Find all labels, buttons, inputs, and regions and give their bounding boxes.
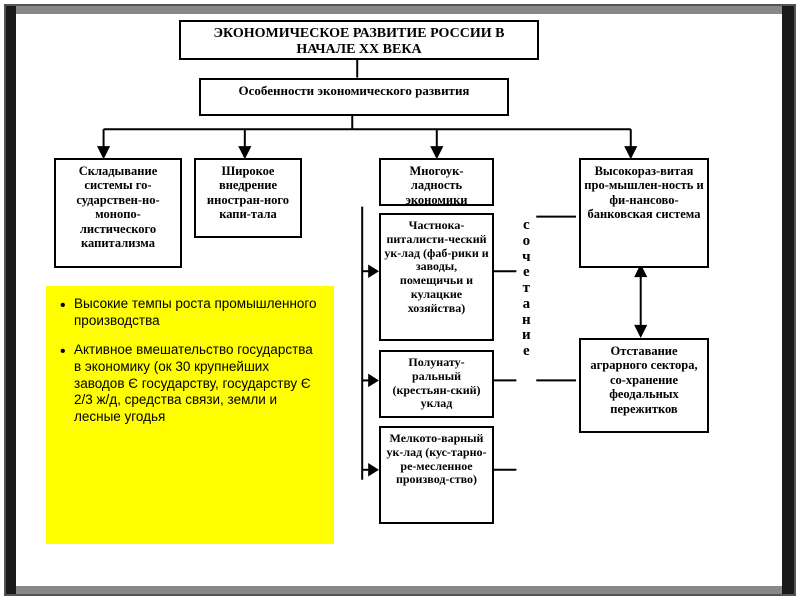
col3-b-box: Полунату-ральный (крестьян-ский) уклад [379,350,494,418]
col2-box: Широкое внедрение иностран-ного капи-тал… [194,158,302,238]
diagram-canvas: ЭКОНОМИЧЕСКОЕ РАЗВИТИЕ РОССИИ В НАЧАЛЕ X… [24,18,774,582]
col1-box: Складывание системы го-сударствен-но-мон… [54,158,182,268]
frame-top [16,6,782,14]
features-box: Особенности экономического развития [199,78,509,116]
col3-top-box: Многоук-ладность экономики [379,158,494,206]
vertical-label: сочетание [522,218,531,360]
sticky-item: Активное вмешательство государства в эко… [64,342,322,426]
sticky-item: Высокие темпы роста промышленного произв… [64,296,322,330]
frame-bottom [16,586,782,594]
frame-right [782,6,794,594]
col4-top-box: Высокораз-витая про-мышлен-ность и фи-на… [579,158,709,268]
col3-c-box: Мелкото-варный ук-лад (кус-тарно-ре-месл… [379,426,494,524]
col4-bottom-box: Отставание аграрного сектора, со-хранени… [579,338,709,433]
col3-a-box: Частнока-питалисти-ческий ук-лад (фаб-ри… [379,213,494,341]
title-box: ЭКОНОМИЧЕСКОЕ РАЗВИТИЕ РОССИИ В НАЧАЛЕ X… [179,20,539,60]
frame-left [6,6,16,594]
sticky-note: Высокие темпы роста промышленного произв… [46,286,334,544]
whiteboard-frame: ЭКОНОМИЧЕСКОЕ РАЗВИТИЕ РОССИИ В НАЧАЛЕ X… [4,4,796,596]
